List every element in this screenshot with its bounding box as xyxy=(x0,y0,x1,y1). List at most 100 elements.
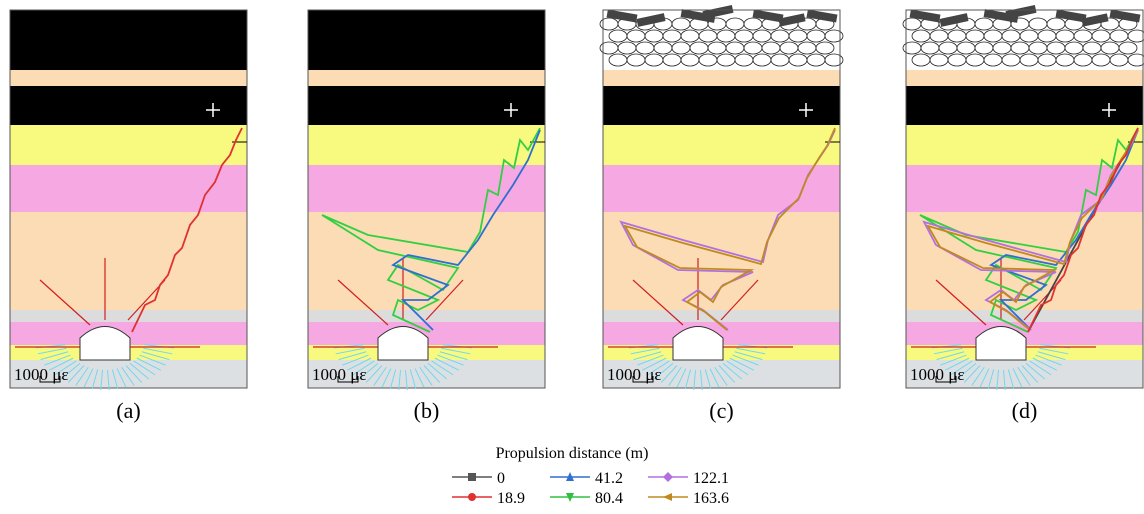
panel: 1000 με(a) xyxy=(10,10,247,423)
rock xyxy=(993,42,1011,54)
rock xyxy=(912,54,930,66)
rock xyxy=(1020,30,1038,42)
panel: 1000 με(b) xyxy=(308,10,545,423)
rock xyxy=(930,30,948,42)
rock-layer xyxy=(308,125,545,165)
rock xyxy=(957,42,975,54)
rock-layer xyxy=(10,165,247,212)
rock xyxy=(1038,30,1056,42)
rock xyxy=(1074,54,1092,66)
rock xyxy=(1092,54,1110,66)
rock xyxy=(939,42,957,54)
panel: 1000 με (c) xyxy=(600,5,843,423)
legend-label: 41.2 xyxy=(595,470,623,487)
scale-label: 1000 με xyxy=(607,365,662,384)
rock xyxy=(816,42,834,54)
rock xyxy=(771,30,789,42)
rock xyxy=(1065,42,1083,54)
rock xyxy=(798,42,816,54)
rock xyxy=(1002,30,1020,42)
rock-layer xyxy=(603,165,840,212)
rock xyxy=(717,30,735,42)
rock xyxy=(807,54,825,66)
rock-layer xyxy=(10,86,247,125)
rock xyxy=(672,42,690,54)
rock xyxy=(717,54,735,66)
rock xyxy=(726,18,744,30)
rock xyxy=(1011,42,1029,54)
figure: 1000 με(a)1000 με(b)1000 με(c)1000 με(d)… xyxy=(0,0,1144,514)
rock xyxy=(726,42,744,54)
rock xyxy=(807,30,825,42)
rock-layer xyxy=(906,165,1143,212)
rock xyxy=(921,42,939,54)
rock xyxy=(1110,54,1128,66)
rock-layer xyxy=(603,70,840,86)
rock xyxy=(948,54,966,66)
rock xyxy=(912,30,930,42)
rock-layer xyxy=(10,70,247,86)
rock xyxy=(1038,54,1056,66)
legend-label: 122.1 xyxy=(693,470,729,487)
rock xyxy=(1056,54,1074,66)
panel: 1000 με (d) xyxy=(903,5,1144,423)
rock xyxy=(1101,42,1119,54)
rock xyxy=(1020,54,1038,66)
rock xyxy=(789,30,807,42)
rock xyxy=(690,42,708,54)
rock-layer xyxy=(10,10,247,70)
rock xyxy=(708,42,726,54)
rock xyxy=(1029,42,1047,54)
rock xyxy=(1110,30,1128,42)
rock xyxy=(699,54,717,66)
rock-layer xyxy=(308,70,545,86)
legend-marker xyxy=(468,493,476,501)
rock xyxy=(930,54,948,66)
rock xyxy=(780,42,798,54)
rock xyxy=(975,18,993,30)
rock xyxy=(984,30,1002,42)
rock xyxy=(966,54,984,66)
rock xyxy=(1047,18,1065,30)
rock xyxy=(699,30,717,42)
scale-label: 1000 με xyxy=(14,365,69,384)
rock xyxy=(744,42,762,54)
legend-marker xyxy=(468,473,476,481)
rock xyxy=(609,30,627,42)
rock xyxy=(948,30,966,42)
rock xyxy=(1119,42,1137,54)
rock xyxy=(609,54,627,66)
rock xyxy=(753,54,771,66)
panel-label: (d) xyxy=(1012,398,1038,423)
panel-label: (c) xyxy=(709,398,733,423)
rock-layer xyxy=(308,10,545,70)
rock xyxy=(645,30,663,42)
rock-layer xyxy=(603,125,840,165)
rock xyxy=(744,18,762,30)
rock-layer xyxy=(906,86,1143,125)
legend-marker xyxy=(663,472,673,482)
legend-label: 18.9 xyxy=(497,490,525,507)
panel-label: (b) xyxy=(414,398,440,423)
rock xyxy=(771,54,789,66)
rock xyxy=(1083,42,1101,54)
rock xyxy=(762,42,780,54)
rock xyxy=(753,30,771,42)
rock xyxy=(672,18,690,30)
rock xyxy=(663,54,681,66)
scale-label: 1000 με xyxy=(910,365,965,384)
rock xyxy=(1047,42,1065,54)
legend-label: 80.4 xyxy=(595,490,623,507)
rock xyxy=(975,42,993,54)
rock-layer xyxy=(10,212,247,310)
legend-label: 163.6 xyxy=(693,490,729,507)
legend-marker xyxy=(663,493,672,501)
rock xyxy=(1074,30,1092,42)
rock xyxy=(966,30,984,42)
rock xyxy=(789,54,807,66)
rock xyxy=(618,42,636,54)
rock xyxy=(735,54,753,66)
rock xyxy=(1029,18,1047,30)
legend-label: 0 xyxy=(497,470,505,487)
rock xyxy=(636,42,654,54)
